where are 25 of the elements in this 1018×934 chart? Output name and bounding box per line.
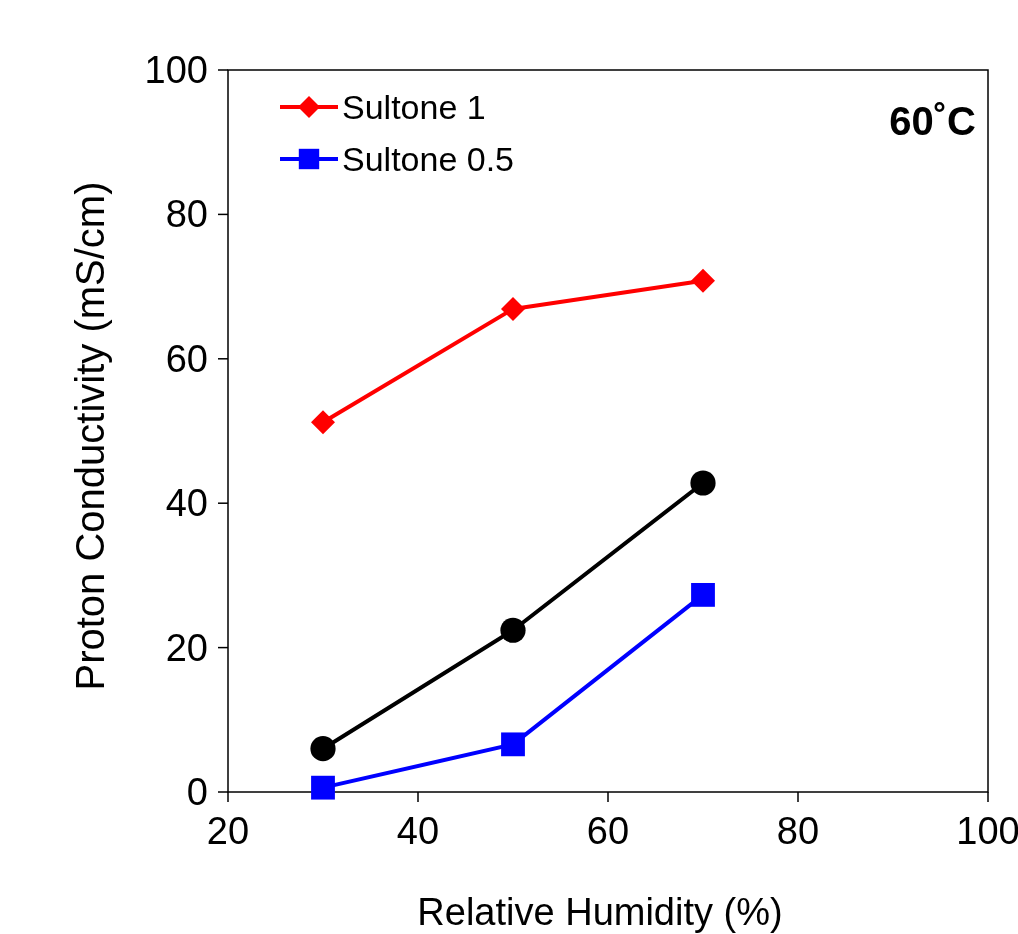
- x-tick-label: 20: [206, 810, 250, 852]
- y-tick-label: 100: [144, 49, 208, 91]
- y-tick-label: 60: [165, 337, 208, 380]
- point: [691, 268, 715, 293]
- x-axis-title: Relative Humidity (%): [417, 891, 783, 933]
- legend-label: Sultone 0.5: [342, 140, 515, 178]
- point: [500, 617, 526, 643]
- point: [501, 732, 525, 757]
- legend-label: Sultone 1: [342, 88, 486, 126]
- point: [690, 470, 716, 496]
- y-axis-title: Proton Conductivity (mS/cm): [68, 181, 112, 691]
- point: [501, 296, 525, 321]
- y-tick-label: 20: [165, 626, 208, 669]
- y-tick-label: 40: [165, 482, 208, 525]
- point: [310, 736, 336, 762]
- point: [311, 775, 335, 800]
- x-tick-label: 60: [586, 810, 630, 852]
- x-tick-label: 40: [396, 810, 440, 852]
- x-tick-label: 100: [956, 810, 1018, 852]
- y-tick-label: 80: [165, 193, 208, 236]
- y-tick-label: 0: [186, 771, 208, 813]
- point: [691, 582, 715, 607]
- annotation: 60˚C: [889, 99, 976, 143]
- point: [311, 410, 335, 435]
- x-tick-label: 80: [776, 810, 820, 852]
